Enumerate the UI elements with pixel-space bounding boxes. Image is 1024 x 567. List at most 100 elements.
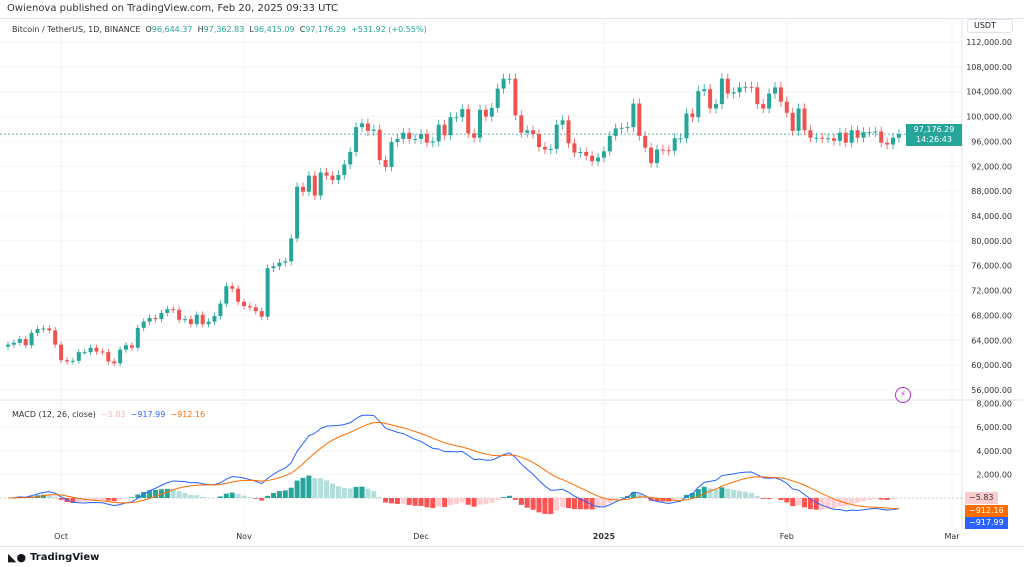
signal-line	[7, 421, 899, 510]
macd-histogram-bar	[872, 498, 878, 499]
candle-up	[891, 137, 895, 145]
candle-down	[725, 78, 730, 94]
candle-down	[171, 309, 176, 311]
tv-logo-icon: ◣●	[8, 551, 27, 564]
lightning-icon[interactable]: ⚡	[895, 387, 911, 403]
candle-up	[395, 138, 400, 143]
macd-histogram-bar	[288, 487, 294, 498]
macd-histogram-bar	[170, 489, 176, 498]
macd-histogram-bar	[448, 498, 453, 506]
macd-line-tag: −917.99	[965, 517, 1008, 529]
candle-up	[70, 360, 75, 362]
macd-histogram-bar	[99, 498, 105, 500]
macd-histogram-bar	[253, 498, 259, 499]
candle-up	[678, 138, 683, 140]
macd-histogram-bar	[430, 498, 436, 509]
macd-histogram-bar	[790, 498, 796, 507]
macd-histogram-bar	[583, 498, 589, 510]
candle-down	[94, 347, 99, 352]
symbol-label[interactable]: Bitcoin / TetherUS, 1D, BINANCE	[12, 25, 141, 34]
candle-down	[424, 133, 429, 143]
candle-down	[666, 150, 671, 152]
candle-up	[118, 349, 123, 364]
low-label: L	[249, 25, 254, 34]
macd-signal-tag: −912.16	[965, 505, 1008, 517]
macd-histogram-bar	[442, 498, 448, 507]
macd-histogram-bar	[182, 492, 188, 498]
candle-down	[247, 306, 252, 308]
candle-down	[660, 149, 665, 151]
open-value: 96,644.37	[151, 25, 193, 34]
candle-up	[342, 164, 347, 175]
macd-histogram-bar	[778, 498, 784, 501]
candle-up	[743, 86, 748, 88]
candle-down	[324, 172, 329, 176]
candle-up	[767, 93, 772, 109]
macd-histogram-bar	[471, 498, 477, 507]
macd-histogram-bar	[507, 495, 512, 498]
macd-histogram-bar	[94, 498, 99, 501]
price-tick-label: 56,000.00	[971, 386, 1012, 395]
macd-histogram-bar	[341, 487, 347, 498]
candle-up	[731, 92, 736, 94]
candle-up	[507, 78, 512, 80]
macd-histogram-bar	[648, 498, 654, 501]
last-price-tag: 97,176.29 14:26:43	[906, 124, 962, 146]
candle-down	[790, 112, 795, 131]
macd-histogram-bar	[200, 496, 206, 498]
macd-histogram-bar	[890, 498, 896, 500]
candle-up	[554, 124, 559, 149]
macd-histogram-bar	[613, 498, 619, 500]
macd-histogram-bar	[542, 498, 548, 514]
macd-line-value: −917.99	[130, 410, 166, 419]
candle-up	[849, 130, 854, 143]
macd-histogram-bar	[412, 498, 418, 506]
macd-histogram-bar	[465, 498, 471, 505]
tradingview-logo[interactable]: ◣● TradingView	[8, 551, 99, 564]
candle-up	[861, 132, 866, 138]
candle-down	[472, 133, 477, 138]
macd-histogram-bar	[731, 489, 737, 498]
macd-histogram-bar	[601, 498, 607, 507]
candle-down	[483, 109, 488, 117]
candle-up	[277, 262, 282, 267]
candle-up	[837, 132, 842, 141]
candle-up	[224, 286, 229, 304]
currency-button[interactable]: USDT	[967, 19, 1013, 33]
time-tick-label: Mar	[944, 532, 960, 541]
macd-histogram-bar	[518, 498, 524, 505]
macd-histogram-bar	[766, 498, 772, 500]
macd-histogram-bar	[347, 488, 353, 498]
macd-histogram-bar	[229, 492, 235, 498]
macd-histogram-bar	[512, 498, 518, 500]
candle-down	[442, 124, 447, 136]
candle-down	[230, 286, 235, 289]
macd-histogram-bar	[784, 498, 790, 503]
candle-up	[35, 329, 40, 333]
candle-up	[613, 128, 618, 136]
macd-histogram-bar	[884, 498, 890, 500]
macd-histogram-bar	[436, 498, 442, 507]
candle-up	[489, 107, 494, 117]
macd-title[interactable]: MACD (12, 26, close)	[12, 410, 96, 419]
macd-histogram-bar	[560, 498, 566, 508]
macd-histogram-bar	[235, 493, 241, 498]
macd-histogram-bar	[495, 498, 501, 500]
macd-histogram-bar	[265, 495, 271, 498]
candle-down	[301, 186, 305, 192]
macd-histogram-bar	[394, 498, 400, 504]
macd-histogram-bar	[105, 498, 111, 501]
candle-up	[389, 142, 394, 167]
macd-histogram-bar	[548, 498, 554, 515]
high-value: 97,362.83	[203, 25, 245, 34]
macd-histogram-bar	[536, 498, 542, 513]
candle-down	[330, 175, 335, 180]
candle-up	[271, 266, 276, 269]
macd-histogram-bar	[701, 486, 707, 498]
candle-up	[29, 332, 34, 346]
candle-up	[194, 314, 199, 325]
candle-down	[802, 108, 807, 131]
macd-histogram-bar	[607, 498, 613, 504]
macd-histogram-bar	[359, 486, 365, 498]
